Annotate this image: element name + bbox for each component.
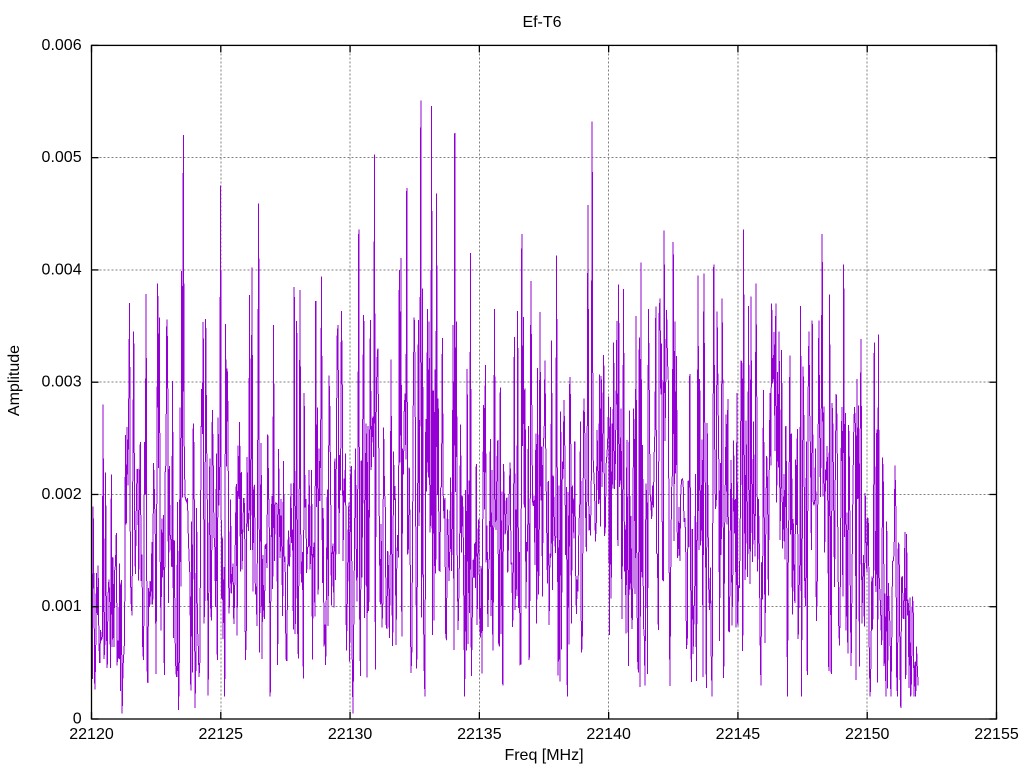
svg-text:22125: 22125 [199,726,244,743]
svg-text:22135: 22135 [457,726,502,743]
svg-text:0.005: 0.005 [42,149,82,166]
svg-text:22140: 22140 [586,726,631,743]
svg-text:0.004: 0.004 [42,261,82,278]
svg-text:22130: 22130 [328,726,373,743]
svg-text:0: 0 [73,711,82,728]
svg-text:Ef-T6: Ef-T6 [522,14,561,31]
svg-text:0.006: 0.006 [42,37,82,54]
svg-text:Freq [MHz]: Freq [MHz] [504,747,583,764]
svg-text:22155: 22155 [974,726,1019,743]
svg-text:0.002: 0.002 [42,486,82,503]
svg-text:Amplitude: Amplitude [6,345,23,416]
svg-text:0.001: 0.001 [42,598,82,615]
svg-text:0.003: 0.003 [42,374,82,391]
svg-text:22120: 22120 [69,726,114,743]
svg-text:22150: 22150 [845,726,890,743]
svg-text:22145: 22145 [716,726,761,743]
